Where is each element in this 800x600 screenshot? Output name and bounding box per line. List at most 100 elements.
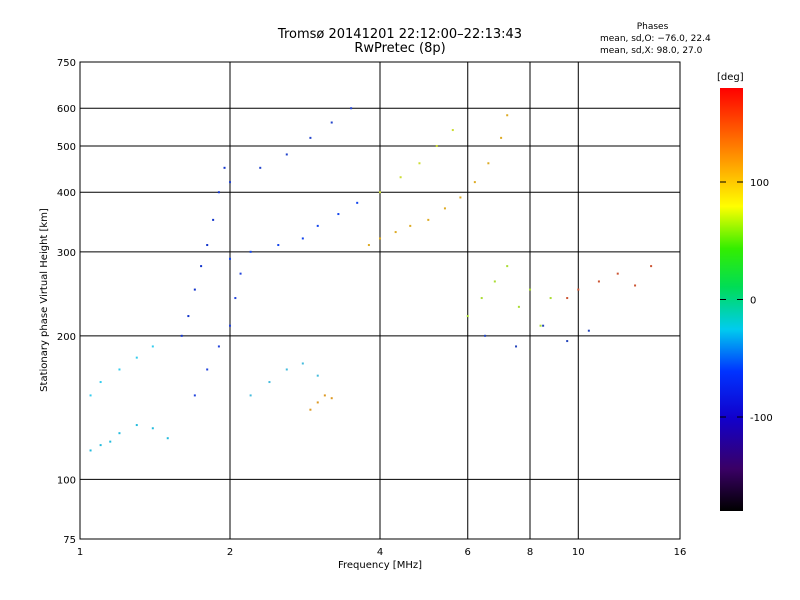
colorbar-tick-label: 0 bbox=[750, 296, 756, 307]
y-tick-label: 750 bbox=[57, 58, 76, 69]
data-point bbox=[330, 121, 333, 124]
x-tick-labels: 1 2 4 6 8 10 16 bbox=[77, 547, 687, 558]
x-axis-title: Frequency [MHz] bbox=[338, 560, 422, 571]
y-tick-label: 200 bbox=[57, 332, 76, 343]
y-tick-label: 400 bbox=[57, 188, 76, 199]
data-point bbox=[634, 284, 637, 287]
colorbar-tick-label: -100 bbox=[750, 413, 773, 424]
data-point bbox=[301, 362, 304, 365]
data-point bbox=[180, 334, 183, 337]
data-point bbox=[650, 265, 653, 268]
data-point bbox=[309, 408, 312, 411]
data-point bbox=[89, 394, 92, 397]
data-point bbox=[234, 297, 237, 300]
data-point bbox=[89, 449, 92, 452]
data-point bbox=[466, 315, 469, 318]
data-point bbox=[515, 345, 518, 348]
data-point bbox=[217, 191, 220, 194]
data-point bbox=[566, 340, 569, 343]
y-tick-labels: 75 100 200 300 400 500 600 750 bbox=[57, 58, 76, 546]
data-point bbox=[229, 324, 231, 327]
colorbar-label: [deg] bbox=[717, 72, 744, 83]
data-point bbox=[379, 237, 381, 240]
data-point bbox=[223, 166, 226, 169]
x-tick-label: 1 bbox=[77, 547, 83, 558]
data-point bbox=[529, 288, 531, 291]
data-point bbox=[480, 297, 483, 300]
data-point bbox=[285, 153, 288, 156]
data-point bbox=[587, 329, 590, 332]
data-point bbox=[435, 144, 438, 147]
data-point bbox=[577, 288, 580, 291]
data-point bbox=[493, 280, 496, 283]
data-point bbox=[193, 394, 196, 397]
data-point bbox=[118, 432, 121, 435]
data-point bbox=[394, 231, 397, 234]
data-point bbox=[549, 297, 552, 300]
data-point bbox=[309, 136, 312, 139]
x-tick-label: 6 bbox=[465, 547, 471, 558]
data-point bbox=[506, 265, 509, 268]
data-point bbox=[239, 272, 242, 275]
data-point bbox=[135, 424, 138, 427]
data-point bbox=[418, 162, 421, 165]
data-point bbox=[500, 136, 503, 139]
data-point bbox=[259, 166, 262, 169]
colorbar-ticks: 100 0 -100 bbox=[720, 178, 773, 424]
data-point bbox=[193, 288, 196, 291]
y-axis-title: Stationary phase Virtual Height [km] bbox=[39, 208, 50, 392]
data-point bbox=[542, 324, 545, 327]
data-point bbox=[118, 368, 121, 371]
colorbar-tick-label: 100 bbox=[750, 178, 769, 189]
phase-stats-x: mean, sd,X: 98.0, 27.0 bbox=[600, 46, 703, 56]
y-tick-label: 100 bbox=[57, 475, 76, 486]
data-point bbox=[316, 374, 319, 377]
data-point bbox=[200, 265, 203, 268]
x-tick-label: 2 bbox=[227, 547, 233, 558]
x-tick-label: 8 bbox=[527, 547, 533, 558]
data-point bbox=[409, 224, 412, 227]
y-tick-label: 75 bbox=[63, 535, 76, 546]
data-point bbox=[367, 244, 370, 247]
data-point bbox=[316, 401, 319, 404]
data-point bbox=[151, 427, 154, 430]
data-point bbox=[277, 244, 280, 247]
data-point bbox=[285, 368, 288, 371]
data-point bbox=[99, 444, 102, 447]
phase-stats-heading: Phases bbox=[636, 22, 669, 32]
data-point bbox=[506, 114, 509, 117]
data-point bbox=[217, 345, 220, 348]
data-point bbox=[135, 356, 138, 359]
data-point bbox=[473, 181, 476, 184]
data-point bbox=[323, 394, 326, 397]
data-point bbox=[539, 324, 542, 327]
data-point bbox=[212, 218, 215, 221]
data-point bbox=[229, 257, 231, 260]
x-tick-label: 4 bbox=[377, 547, 383, 558]
data-point bbox=[166, 437, 169, 440]
data-point bbox=[487, 162, 490, 165]
data-point bbox=[566, 297, 569, 300]
data-point bbox=[151, 345, 154, 348]
data-point bbox=[451, 129, 454, 132]
data-point bbox=[268, 381, 271, 384]
y-tick-label: 500 bbox=[57, 142, 76, 153]
data-point bbox=[597, 280, 600, 283]
data-point bbox=[249, 250, 252, 253]
grid bbox=[80, 62, 680, 539]
data-point bbox=[350, 107, 353, 110]
data-point bbox=[301, 237, 304, 240]
data-point bbox=[356, 201, 359, 204]
data-point bbox=[427, 218, 430, 221]
data-points bbox=[89, 107, 653, 452]
data-point bbox=[187, 315, 190, 318]
y-tick-label: 300 bbox=[57, 248, 76, 259]
data-point bbox=[99, 381, 102, 384]
data-point bbox=[249, 394, 252, 397]
data-point bbox=[459, 196, 462, 199]
data-point bbox=[109, 440, 112, 443]
data-point bbox=[206, 244, 209, 247]
phase-stats-o: mean, sd,O: −76.0, 22.4 bbox=[600, 34, 711, 44]
x-tick-label: 16 bbox=[674, 547, 687, 558]
